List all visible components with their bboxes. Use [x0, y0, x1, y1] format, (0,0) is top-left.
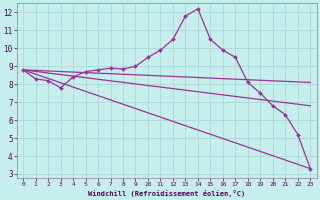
- X-axis label: Windchill (Refroidissement éolien,°C): Windchill (Refroidissement éolien,°C): [88, 190, 245, 197]
